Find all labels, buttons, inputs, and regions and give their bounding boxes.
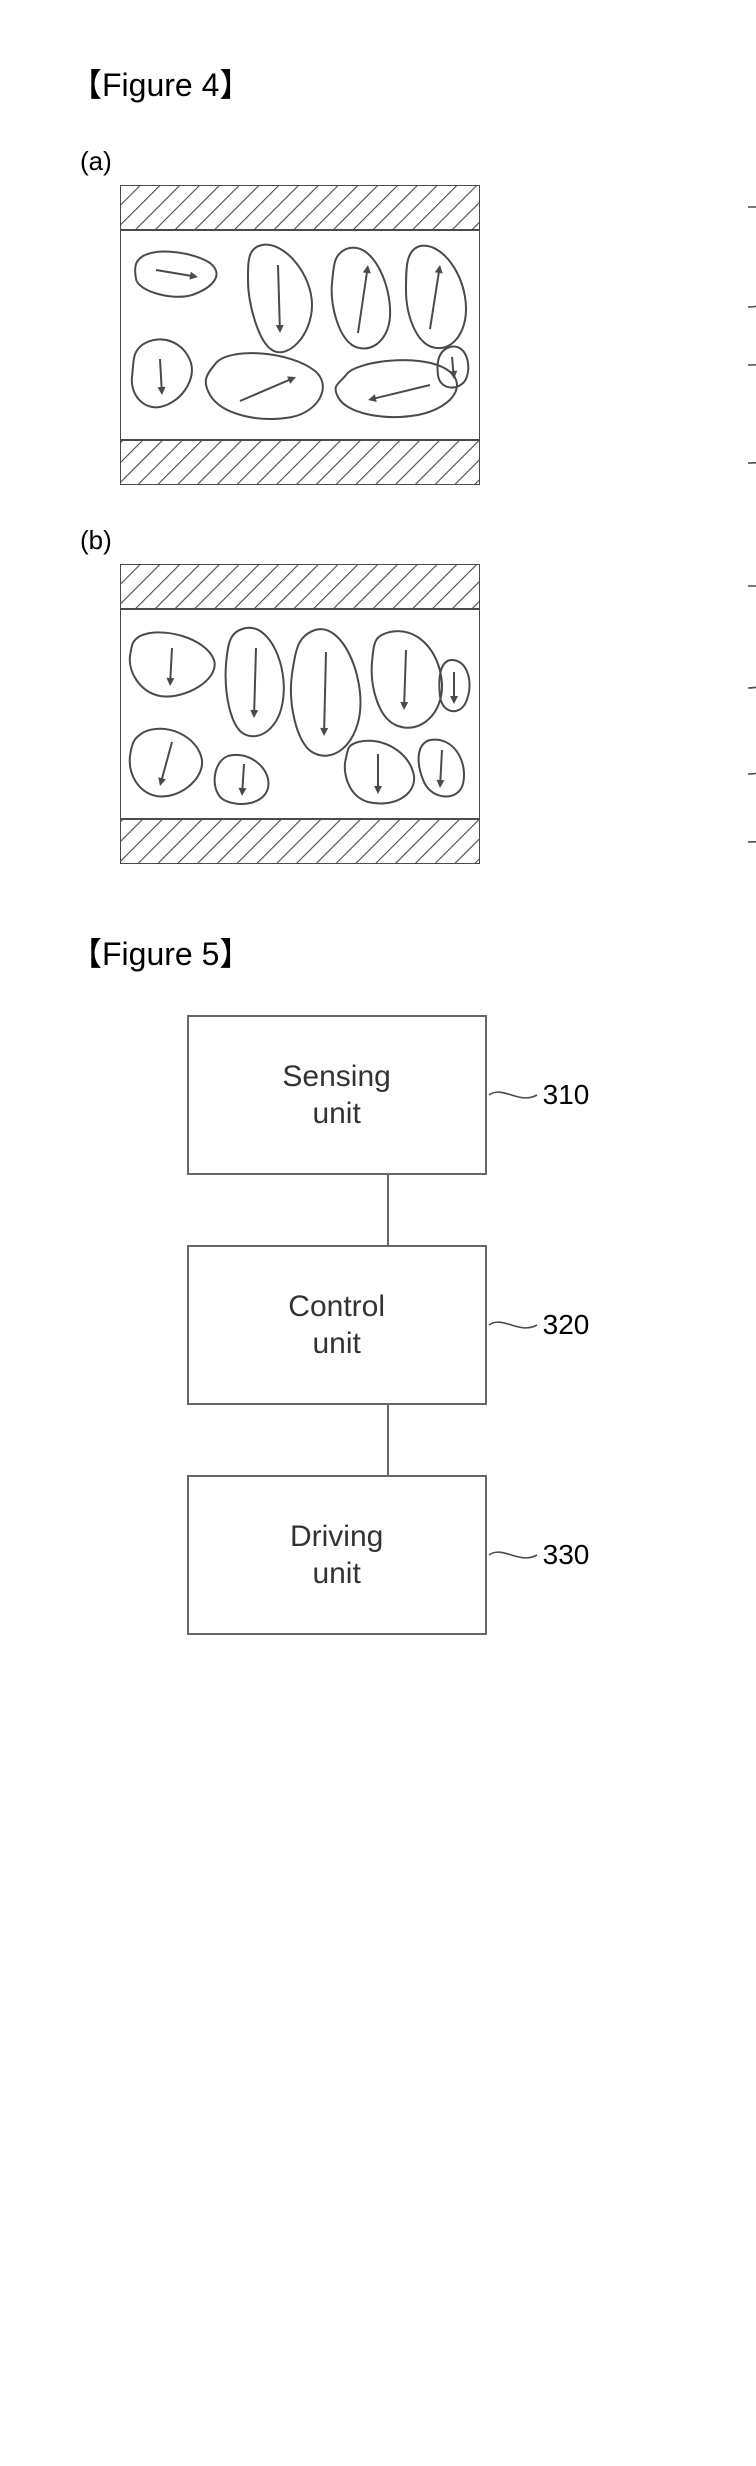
figure5-title: 【Figure 5】	[70, 929, 696, 975]
unit-block: Controlunit	[187, 1245, 487, 1405]
panel-b: 230222220210	[120, 564, 696, 869]
connector-line	[387, 1405, 389, 1475]
panel-a-svg	[120, 185, 480, 485]
unit-block: Sensingunit	[187, 1015, 487, 1175]
figure5-blocks: Sensingunit 310 Controlunit 320 Drivingunit 3…	[80, 1015, 696, 1635]
block-row: Drivingunit 330	[187, 1475, 590, 1635]
ref-label-text: 330	[543, 1539, 590, 1571]
ref-label: 320	[493, 1309, 590, 1341]
block-row: Controlunit 320	[187, 1245, 590, 1405]
panel-b-label: (b)	[80, 525, 696, 556]
ref-label-text: 320	[543, 1309, 590, 1341]
connector-line	[387, 1175, 389, 1245]
figure5: 【Figure 5】 Sensingunit310Controlunit320D…	[120, 929, 696, 1635]
panel-a-label: (a)	[80, 146, 696, 177]
ref-label: 310	[493, 1079, 590, 1111]
block-row: Sensingunit 310	[187, 1015, 590, 1175]
ref-label-text: 310	[543, 1079, 590, 1111]
figure4-title: 【Figure 4】	[70, 60, 696, 106]
unit-block: Drivingunit	[187, 1475, 487, 1635]
panel-b-svg	[120, 564, 480, 864]
ref-label: 330	[493, 1539, 590, 1571]
panel-a: 230222220210	[120, 185, 696, 490]
